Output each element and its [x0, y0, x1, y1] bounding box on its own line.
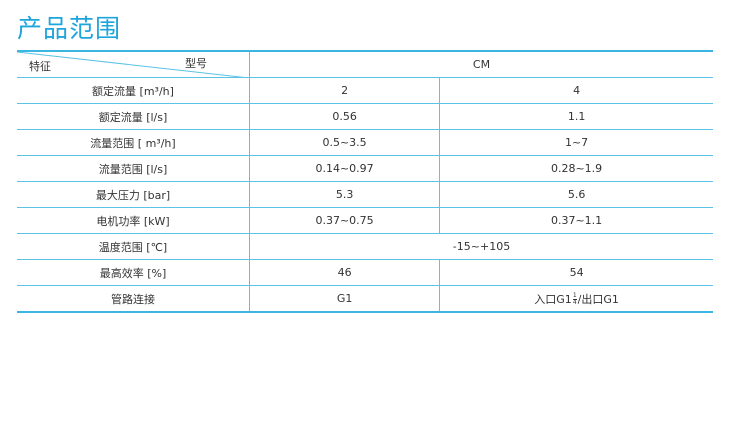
- cell-value: 4: [439, 77, 713, 104]
- model-name: CM: [249, 50, 713, 78]
- table-row: 额定流量 [m³/h] 2 4: [17, 77, 713, 104]
- cell-value: 46: [248, 259, 440, 286]
- table-row: 最大压力 [bar] 5.3 5.6: [17, 181, 713, 208]
- row-label: 最大压力 [bar]: [17, 181, 250, 208]
- row-label: 温度范围 [℃]: [17, 233, 250, 260]
- table-row: 管路连接 G1 入口G1 1 4/出口G1: [17, 285, 713, 313]
- row-label: 管路连接: [17, 285, 250, 313]
- cell-value: 0.56: [248, 103, 440, 130]
- row-label: 电机功率 [kW]: [17, 207, 250, 234]
- model-label: 型号: [185, 57, 207, 70]
- row-label: 流量范围 [ m³/h]: [17, 129, 250, 156]
- cell-value: -15~+105: [249, 233, 713, 260]
- diagonal-line: [17, 52, 249, 78]
- cell-value: 0.37~1.1: [439, 207, 713, 234]
- cell-value: G1: [248, 285, 440, 313]
- table-row: 温度范围 [℃] -15~+105: [17, 233, 713, 260]
- table-row: 流量范围 [l/s] 0.14~0.97 0.28~1.9: [17, 155, 713, 182]
- row-label: 额定流量 [l/s]: [17, 103, 250, 130]
- row-label: 额定流量 [m³/h]: [17, 77, 250, 104]
- cell-value: 0.5~3.5: [248, 129, 440, 156]
- page-title: 产品范围: [17, 14, 122, 43]
- cell-value: 入口G1 1 4/出口G1: [439, 285, 713, 313]
- feature-label: 特征: [29, 60, 51, 73]
- numerator: 1: [572, 292, 577, 300]
- table-row: 电机功率 [kW] 0.37~0.75 0.37~1.1: [17, 207, 713, 234]
- cell-value: 5.6: [439, 181, 713, 208]
- table-row: 流量范围 [ m³/h] 0.5~3.5 1~7: [17, 129, 713, 156]
- product-range-table: 特征 型号 CM 额定流量 [m³/h] 2 4 额定流量 [l/s] 0.56 1.1…: [17, 50, 713, 313]
- outlet-text: /出口G1: [577, 292, 619, 306]
- table-row: 最高效率 [%] 46 54: [17, 259, 713, 286]
- cell-value: 1.1: [439, 103, 713, 130]
- diagonal-header-cell: 特征 型号: [17, 50, 250, 78]
- cell-value: 1~7: [439, 129, 713, 156]
- cell-value: 0.37~0.75: [248, 207, 440, 234]
- inlet-text: 入口G1: [534, 292, 572, 306]
- cell-value: 0.14~0.97: [248, 155, 440, 182]
- cell-value: 54: [439, 259, 713, 286]
- cell-value: 0.28~1.9: [439, 155, 713, 182]
- row-label: 流量范围 [l/s]: [17, 155, 250, 182]
- denominator: 4: [572, 299, 577, 306]
- cell-value: 5.3: [248, 181, 440, 208]
- row-label: 最高效率 [%]: [17, 259, 250, 286]
- table-row: 额定流量 [l/s] 0.56 1.1: [17, 103, 713, 130]
- header-row: 特征 型号 CM: [17, 50, 713, 78]
- cell-value: 2: [248, 77, 440, 104]
